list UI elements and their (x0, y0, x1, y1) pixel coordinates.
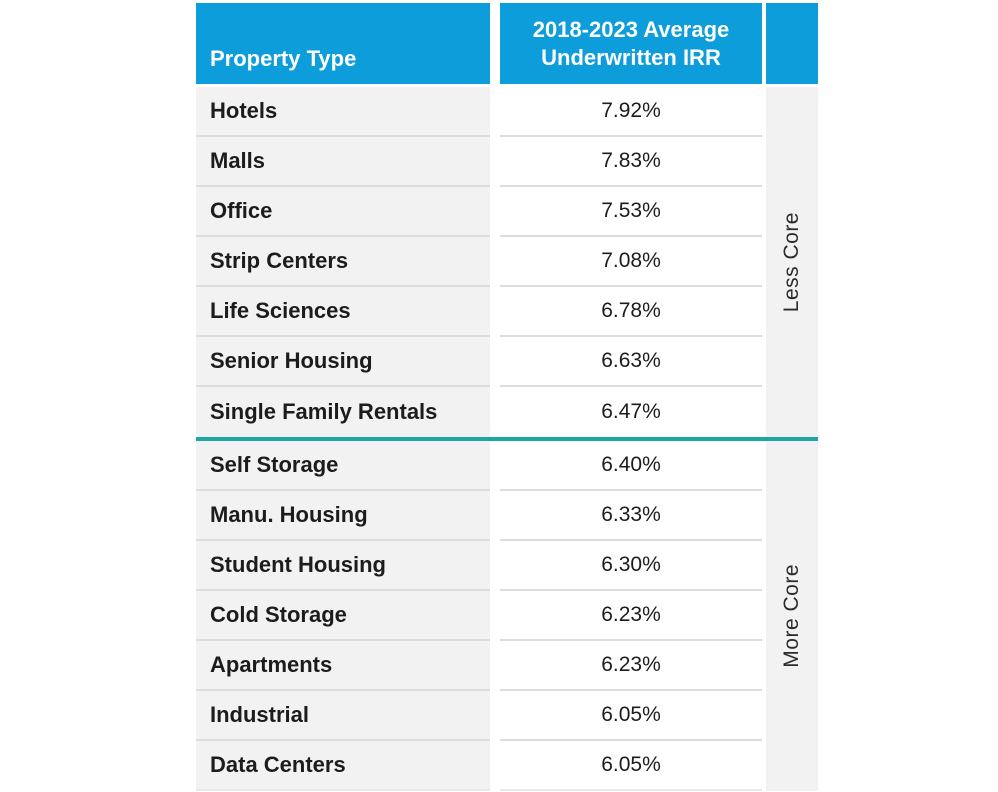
table-header: Property Type 2018-2023 Average Underwri… (196, 3, 818, 84)
column-gap (490, 3, 500, 84)
irr-value-cell: 6.40% (500, 441, 762, 491)
property-type-cell: Strip Centers (196, 237, 490, 287)
table-row: Data Centers 6.05% (196, 741, 762, 791)
property-type-cell: Single Family Rentals (196, 387, 490, 437)
irr-value-cell: 7.08% (500, 237, 762, 287)
column-gap (490, 641, 500, 691)
table-row: Student Housing 6.30% (196, 541, 762, 591)
irr-value-cell: 6.33% (500, 491, 762, 541)
column-gap (490, 491, 500, 541)
column-gap (490, 691, 500, 741)
column-gap (490, 87, 500, 137)
irr-value-cell: 7.53% (500, 187, 762, 237)
property-type-cell: Apartments (196, 641, 490, 691)
table-row: Single Family Rentals 6.47% (196, 387, 762, 437)
property-type-cell: Data Centers (196, 741, 490, 791)
irr-value-cell: 6.30% (500, 541, 762, 591)
table-row: Strip Centers 7.08% (196, 237, 762, 287)
irr-value-cell: 6.47% (500, 387, 762, 437)
property-type-cell: Office (196, 187, 490, 237)
column-gap (490, 741, 500, 791)
less-core-section: Hotels 7.92% Malls 7.83% Office 7.53% St… (196, 87, 818, 437)
table-row: Senior Housing 6.63% (196, 337, 762, 387)
core-divider (196, 437, 818, 441)
table-row: Manu. Housing 6.33% (196, 491, 762, 541)
irr-value-cell: 6.05% (500, 741, 762, 791)
column-gap (490, 337, 500, 387)
more-core-section: Self Storage 6.40% Manu. Housing 6.33% S… (196, 441, 818, 791)
header-irr: 2018-2023 Average Underwritten IRR (500, 3, 762, 84)
less-core-label: Less Core (780, 211, 803, 313)
column-gap (490, 287, 500, 337)
column-gap (490, 237, 500, 287)
table-row: Apartments 6.23% (196, 641, 762, 691)
irr-value-cell: 6.23% (500, 591, 762, 641)
property-type-cell: Senior Housing (196, 337, 490, 387)
property-type-cell: Industrial (196, 691, 490, 741)
property-type-cell: Student Housing (196, 541, 490, 591)
irr-value-cell: 7.83% (500, 137, 762, 187)
irr-value-cell: 6.63% (500, 337, 762, 387)
more-core-band: More Core (766, 441, 818, 791)
irr-value-cell: 7.92% (500, 87, 762, 137)
table-row: Self Storage 6.40% (196, 441, 762, 491)
table-row: Life Sciences 6.78% (196, 287, 762, 337)
less-core-band: Less Core (766, 87, 818, 437)
column-gap (762, 3, 766, 84)
table-row: Office 7.53% (196, 187, 762, 237)
table-row: Malls 7.83% (196, 137, 762, 187)
irr-value-cell: 6.23% (500, 641, 762, 691)
property-type-cell: Life Sciences (196, 287, 490, 337)
column-gap (490, 187, 500, 237)
column-gap (490, 387, 500, 437)
column-gap (490, 541, 500, 591)
irr-value-cell: 6.05% (500, 691, 762, 741)
table-row: Industrial 6.05% (196, 691, 762, 741)
property-type-cell: Cold Storage (196, 591, 490, 641)
property-type-cell: Malls (196, 137, 490, 187)
property-type-cell: Hotels (196, 87, 490, 137)
more-core-rows: Self Storage 6.40% Manu. Housing 6.33% S… (196, 441, 762, 791)
irr-value-cell: 6.78% (500, 287, 762, 337)
more-core-label: More Core (780, 564, 803, 668)
header-core-spacer (766, 3, 818, 84)
column-gap (490, 591, 500, 641)
column-gap (490, 441, 500, 491)
table-row: Hotels 7.92% (196, 87, 762, 137)
property-type-cell: Self Storage (196, 441, 490, 491)
irr-table: Property Type 2018-2023 Average Underwri… (196, 3, 818, 791)
less-core-rows: Hotels 7.92% Malls 7.83% Office 7.53% St… (196, 87, 762, 437)
table-row: Cold Storage 6.23% (196, 591, 762, 641)
column-gap (490, 137, 500, 187)
header-property-type: Property Type (196, 3, 490, 84)
property-type-cell: Manu. Housing (196, 491, 490, 541)
